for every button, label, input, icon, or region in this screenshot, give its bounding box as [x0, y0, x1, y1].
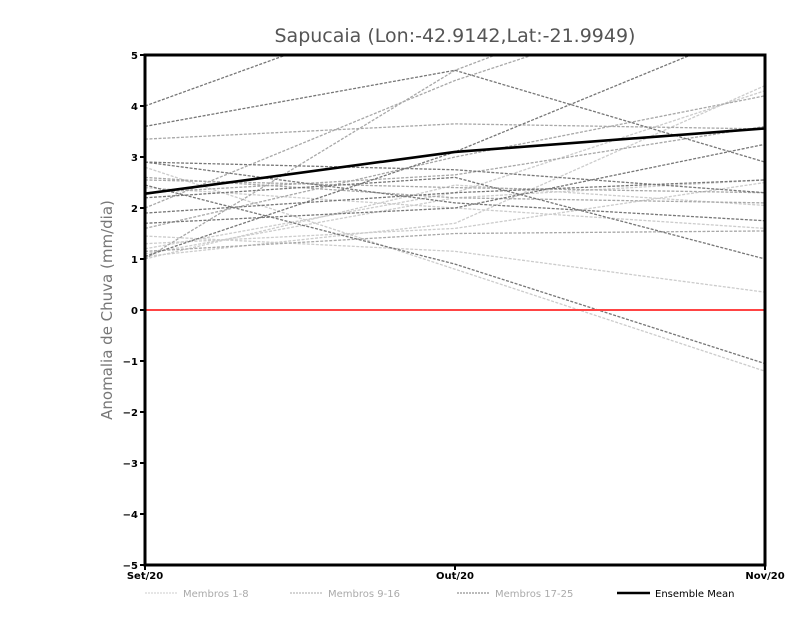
member-line-g3-4: [145, 55, 693, 258]
member-line-g1-8: [145, 186, 765, 230]
y-axis-label: Anomalia de Chuva (mm/dia): [98, 200, 116, 420]
y-tick-label: 4: [131, 102, 138, 113]
legend-label: Membros 1-8: [183, 589, 249, 600]
chart-title: Sapucaia (Lon:-42.9142,Lat:-21.9949): [275, 25, 636, 47]
member-line-g2-8: [145, 125, 765, 194]
y-tick-label: 5: [131, 51, 138, 62]
member-line-g2-1: [145, 55, 535, 209]
member-line-g1-3: [145, 235, 765, 293]
y-tick-label: 2: [131, 204, 138, 215]
x-tick-label: Out/20: [436, 571, 474, 582]
member-line-g1-4: [145, 166, 765, 372]
legend: Membros 1-8 Membros 9-16 Membros 17-25 Ense…: [145, 589, 734, 600]
legend-label: Membros 17-25: [495, 589, 573, 600]
legend-label: Membros 9-16: [328, 589, 400, 600]
member-line-g2-7: [145, 95, 765, 230]
member-line-g1-7: [145, 181, 765, 245]
member-line-g1-6: [145, 184, 765, 260]
y-tick-label: 0: [131, 306, 138, 317]
y-tick-label: −1: [123, 357, 138, 368]
x-tick-label: Nov/20: [745, 571, 784, 582]
member-line-g2-5: [145, 230, 765, 252]
legend-label: Ensemble Mean: [655, 589, 734, 600]
y-tick-label: 3: [131, 153, 138, 164]
member-line-g3-6: [145, 179, 765, 214]
member-line-g1-1: [145, 85, 765, 258]
y-tick-label: −2: [123, 408, 138, 419]
y-tick-label: 1: [131, 255, 138, 266]
y-tick-label: −3: [123, 459, 138, 470]
y-tick-label: −4: [123, 510, 138, 521]
member-line-g3-1: [145, 55, 288, 107]
member-line-g3-8: [145, 184, 765, 365]
x-tick-label: Set/20: [127, 571, 163, 582]
ensemble-mean-line: [145, 127, 765, 196]
member-line-g2-4: [145, 176, 765, 204]
plot-lines: [145, 55, 765, 372]
member-line-g3-2: [145, 69, 765, 163]
member-line-g3-5: [145, 161, 765, 222]
axes: −5 −4 −3 −2 −1 0 1 2 3 4 5 Set/20 Out/20 Nov/20: [123, 51, 785, 582]
member-line-g3-9: [145, 176, 765, 260]
member-line-g2-3: [145, 123, 765, 140]
y-tick-label: −5: [123, 561, 138, 572]
